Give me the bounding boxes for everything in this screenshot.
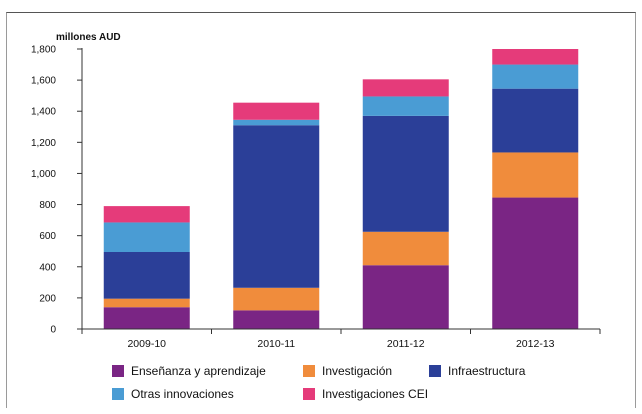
legend-label: Infraestructura (448, 364, 526, 378)
bar-segment (362, 265, 449, 329)
legend-swatch (429, 365, 441, 377)
x-tick-label: 2009-10 (127, 338, 166, 350)
bars (103, 49, 579, 329)
y-axis: 0 200 400 600 800 1,000 1,200 1,400 1,600 1,800 (31, 45, 83, 336)
legend-label: Enseñanza y aprendizaje (131, 364, 266, 378)
legend-swatch (112, 365, 124, 377)
chart-frame (6, 12, 636, 408)
bar-segment (103, 206, 190, 223)
bar-segment (103, 307, 190, 329)
y-unit-label: millones AUD (56, 32, 121, 43)
y-tick-label: 200 (39, 293, 56, 304)
y-tick-label: 1,200 (31, 138, 56, 149)
y-tick-label: 1,800 (31, 45, 56, 56)
y-tick-label: 400 (39, 262, 56, 273)
bar-segment (233, 102, 320, 120)
legend-item: Infraestructura (429, 363, 525, 379)
legend-label: Investigaciones CEI (322, 387, 429, 401)
bar-segment (492, 88, 579, 153)
bar-segment (233, 310, 320, 329)
y-tick-label: 1,600 (31, 76, 56, 87)
bar-segment (362, 231, 449, 266)
legend-swatch (303, 388, 315, 400)
x-tick-label: 2012-13 (516, 338, 555, 350)
bar-segment (103, 298, 190, 308)
bar-segment (103, 252, 190, 299)
bar-segment (492, 197, 579, 329)
y-tick-label: 600 (39, 231, 56, 242)
y-tick-label: 1,000 (31, 169, 56, 180)
bar-segment (492, 64, 579, 89)
x-axis: 2009-10 2010-11 2011-12 2012-13 (81, 328, 601, 350)
bar-segment (103, 222, 190, 252)
legend-item: Investigaciones CEI (303, 386, 428, 402)
x-tick-label: 2010-11 (257, 338, 295, 350)
legend-item: Otras innovaciones (112, 386, 234, 402)
bar-segment (362, 96, 449, 116)
legend-item: Enseñanza y aprendizaje (112, 363, 266, 379)
bar-segment (362, 79, 449, 97)
y-tick-label: 1,400 (31, 107, 56, 118)
bar-segment (233, 287, 320, 311)
x-tick-label: 2011-12 (387, 338, 425, 350)
bar-segment (362, 115, 449, 232)
legend-label: Investigación (322, 364, 393, 378)
bar-segment (233, 125, 320, 288)
legend-item: Investigación (303, 363, 392, 379)
legend-label: Otras innovaciones (131, 387, 234, 401)
y-tick-label: 800 (39, 200, 56, 211)
bar-segment (233, 119, 320, 126)
legend-swatch (303, 365, 315, 377)
legend-swatch (112, 388, 124, 400)
bar-segment (492, 152, 579, 198)
y-tick-label: 0 (50, 325, 56, 336)
bar-segment (492, 49, 579, 65)
